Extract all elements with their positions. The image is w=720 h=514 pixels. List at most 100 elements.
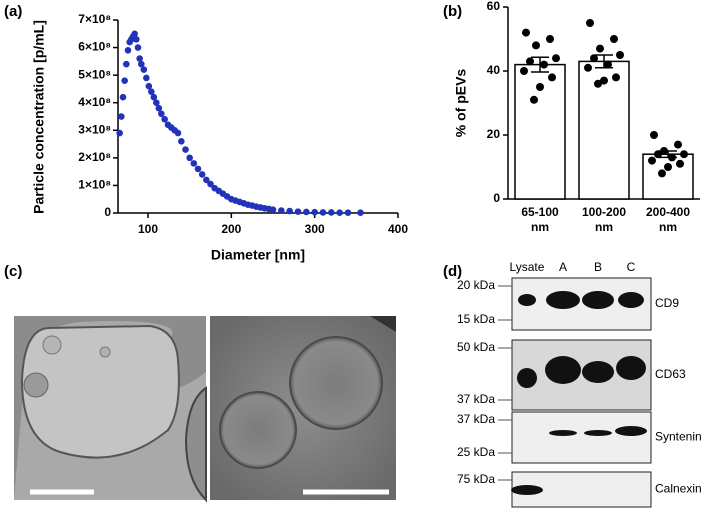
data-point (161, 115, 168, 123)
blot-band (511, 485, 543, 495)
x-tick-label: 65-100 nm (521, 205, 559, 234)
data-point (650, 131, 658, 139)
data-point (311, 208, 318, 216)
x-tick-label: 200-400 nm (645, 205, 691, 234)
y-tick-label: 20 (487, 127, 501, 141)
data-point (654, 150, 662, 159)
data-point (600, 76, 608, 85)
data-point (133, 36, 140, 43)
blot-band (517, 368, 537, 388)
y-tick-label: 4×10⁸ (78, 95, 111, 109)
marker-label: 75 kDa (457, 472, 495, 486)
data-point (680, 150, 688, 159)
panel-label: (d) (443, 263, 462, 280)
data-point (648, 156, 656, 165)
data-point (145, 82, 153, 90)
data-point (140, 66, 148, 73)
blot-band (518, 294, 536, 306)
data-point (143, 74, 150, 82)
protein-label: CD9 (655, 296, 679, 310)
data-point (203, 176, 210, 184)
data-point (612, 73, 620, 82)
protein-label: CD63 (655, 367, 686, 381)
data-point (182, 146, 189, 153)
lane-label: C (627, 260, 636, 274)
data-point (328, 209, 335, 216)
lane-label: Lysate (510, 260, 545, 274)
panel-label: (a) (4, 3, 22, 20)
x-tick-label: 100-200 nm (581, 205, 627, 234)
data-point (150, 93, 158, 101)
x-axis-title: Diameter [nm] (211, 247, 305, 263)
blot-band (615, 426, 647, 436)
panel-label: (c) (4, 263, 22, 280)
x-tick-label: 400 (388, 222, 408, 236)
data-point (552, 54, 560, 63)
data-point (286, 207, 293, 215)
data-point (532, 41, 540, 50)
western-blot: Lysate A B C CD9 20 kDa 15 kDa CD63 50 kDa 37 kDa… (457, 260, 702, 508)
blot-band (582, 361, 614, 383)
marker-label: 25 kDa (457, 445, 495, 459)
y-tick-label: 3×10⁸ (78, 122, 111, 136)
blot-frame (511, 411, 652, 464)
data-point (186, 154, 193, 162)
data-point (590, 54, 598, 63)
y-tick-label: 60 (487, 0, 501, 13)
data-point (148, 88, 155, 95)
data-point (526, 57, 534, 66)
x-tick-label: 100 (138, 222, 158, 236)
data-point (155, 104, 163, 112)
data-point (676, 159, 684, 168)
y-tick-label: 40 (487, 63, 501, 77)
data-point (520, 67, 528, 75)
y-tick-label: 1×10⁸ (78, 178, 111, 192)
data-point (124, 47, 132, 54)
data-point (207, 180, 214, 188)
data-point (269, 206, 277, 213)
data-point (522, 28, 530, 37)
data-point (116, 129, 123, 137)
marker-label: 20 kDa (457, 278, 495, 292)
y-axis-title: Particle concentration [p/mL] (31, 20, 47, 214)
data-point (610, 35, 618, 43)
data-point (134, 44, 142, 51)
x-tick-label: 200 (221, 222, 241, 236)
data-point (668, 153, 676, 162)
micrograph-left (14, 316, 207, 503)
data-point (596, 44, 604, 53)
data-point (158, 110, 165, 118)
data-point (546, 35, 554, 43)
protein-label: Calnexin (655, 482, 702, 496)
data-point (674, 140, 682, 149)
blot-band (549, 430, 577, 436)
data-point (174, 129, 182, 137)
data-point (357, 209, 364, 217)
lane-label: B (594, 260, 602, 274)
data-point (530, 95, 538, 104)
data-point (604, 60, 612, 69)
data-point (584, 63, 592, 72)
y-tick-label: 0 (493, 191, 500, 205)
data-point (119, 93, 127, 101)
marker-label: 37 kDa (457, 412, 495, 426)
data-point (319, 209, 327, 216)
y-tick-label: 2×10⁸ (78, 150, 111, 164)
y-tick-label: 7×10⁸ (78, 12, 111, 26)
data-point (178, 138, 185, 145)
data-point (540, 60, 548, 69)
data-point (190, 160, 198, 167)
data-point (121, 77, 128, 84)
data-point (594, 79, 602, 88)
data-point (198, 171, 206, 178)
micrograph-right (210, 316, 396, 500)
data-point (536, 83, 544, 91)
y-tick-label: 6×10⁸ (78, 40, 111, 54)
y-axis-title: % of pEVs (453, 69, 469, 138)
data-point (153, 99, 160, 107)
blot-band (584, 430, 612, 436)
data-point (658, 169, 666, 178)
protein-label: Syntenin (655, 430, 702, 444)
